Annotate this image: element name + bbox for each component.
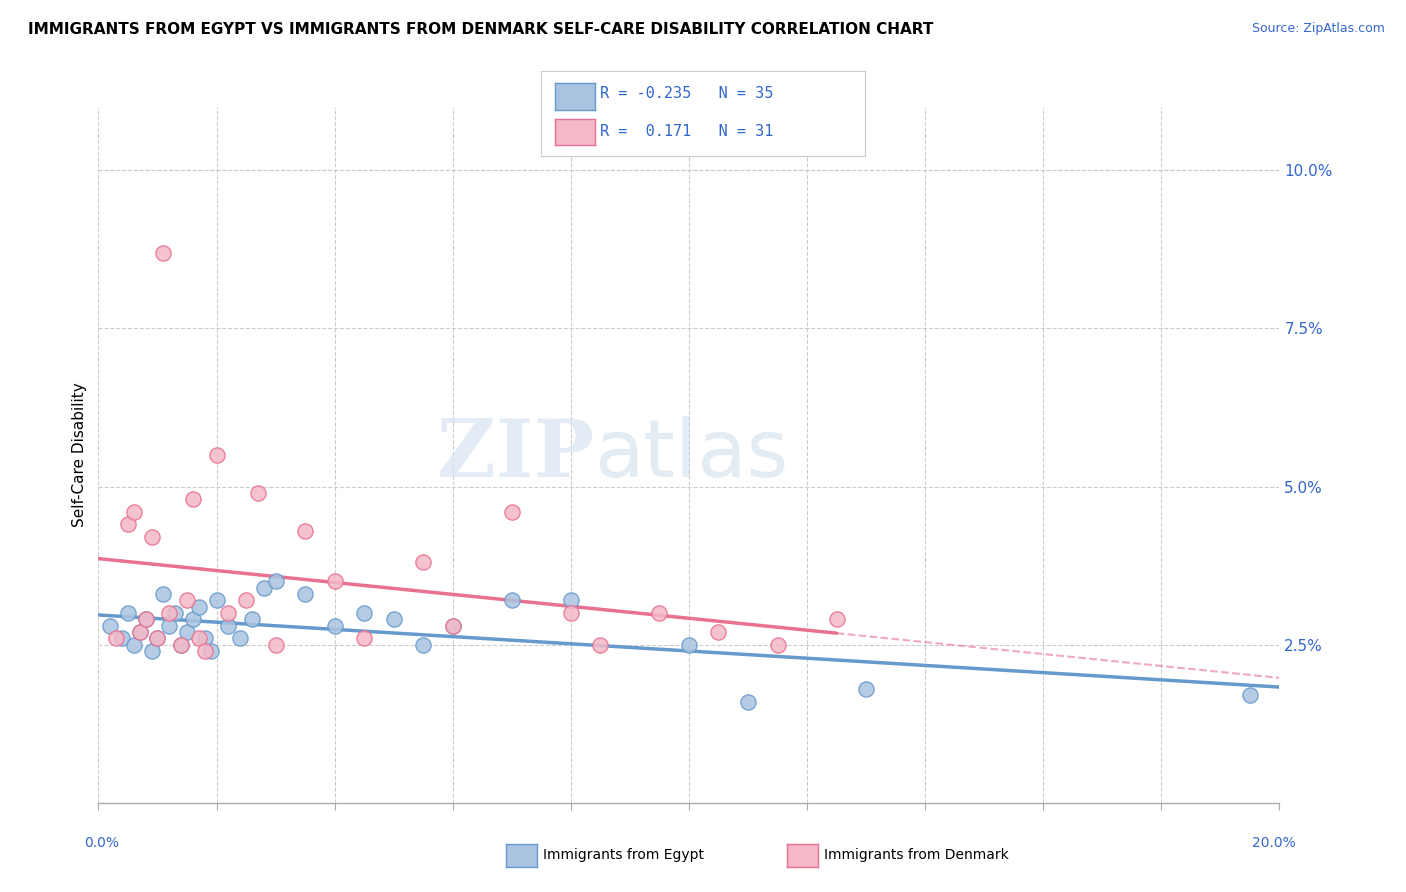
- Point: [501, 505, 523, 519]
- Point: [141, 530, 163, 544]
- Point: [229, 632, 252, 646]
- Point: [176, 625, 198, 640]
- Point: [135, 612, 157, 626]
- Point: [170, 638, 193, 652]
- Point: [323, 574, 346, 589]
- Point: [146, 632, 169, 646]
- Text: Source: ZipAtlas.com: Source: ZipAtlas.com: [1251, 22, 1385, 36]
- Point: [648, 606, 671, 620]
- Text: R = -0.235   N = 35: R = -0.235 N = 35: [600, 87, 773, 101]
- Point: [353, 606, 375, 620]
- Point: [855, 681, 877, 696]
- Point: [441, 618, 464, 632]
- Point: [766, 638, 789, 652]
- Point: [105, 632, 128, 646]
- Point: [323, 618, 346, 632]
- Point: [152, 245, 174, 260]
- Point: [165, 606, 187, 620]
- Point: [441, 618, 464, 632]
- Point: [98, 618, 121, 632]
- Point: [170, 638, 193, 652]
- Point: [128, 625, 150, 640]
- Point: [264, 638, 287, 652]
- Point: [264, 574, 287, 589]
- Point: [122, 505, 145, 519]
- Point: [135, 612, 157, 626]
- Text: Immigrants from Denmark: Immigrants from Denmark: [824, 848, 1008, 863]
- Point: [194, 632, 217, 646]
- Point: [205, 593, 228, 607]
- Text: IMMIGRANTS FROM EGYPT VS IMMIGRANTS FROM DENMARK SELF-CARE DISABILITY CORRELATIO: IMMIGRANTS FROM EGYPT VS IMMIGRANTS FROM…: [28, 22, 934, 37]
- Point: [217, 618, 239, 632]
- Point: [412, 556, 434, 570]
- Point: [122, 638, 145, 652]
- Point: [353, 632, 375, 646]
- Point: [157, 618, 180, 632]
- Point: [176, 593, 198, 607]
- Point: [294, 524, 316, 538]
- Point: [181, 612, 204, 626]
- Point: [187, 599, 209, 614]
- Point: [501, 593, 523, 607]
- Point: [111, 632, 134, 646]
- Point: [235, 593, 257, 607]
- Point: [560, 606, 582, 620]
- Text: 0.0%: 0.0%: [84, 836, 118, 850]
- Point: [200, 644, 222, 658]
- Point: [128, 625, 150, 640]
- Text: ZIP: ZIP: [437, 416, 595, 494]
- Point: [382, 612, 405, 626]
- Point: [253, 581, 276, 595]
- Point: [152, 587, 174, 601]
- Point: [825, 612, 848, 626]
- Point: [737, 695, 759, 709]
- Point: [205, 448, 228, 462]
- Point: [194, 644, 217, 658]
- Text: Immigrants from Egypt: Immigrants from Egypt: [543, 848, 704, 863]
- Point: [117, 517, 139, 532]
- Text: 20.0%: 20.0%: [1251, 836, 1296, 850]
- Point: [294, 587, 316, 601]
- Point: [589, 638, 612, 652]
- Point: [141, 644, 163, 658]
- Point: [240, 612, 263, 626]
- Y-axis label: Self-Care Disability: Self-Care Disability: [72, 383, 87, 527]
- Point: [678, 638, 700, 652]
- Point: [412, 638, 434, 652]
- Point: [246, 486, 269, 500]
- Point: [157, 606, 180, 620]
- Text: atlas: atlas: [595, 416, 789, 494]
- Point: [707, 625, 730, 640]
- Point: [146, 632, 169, 646]
- Point: [560, 593, 582, 607]
- Point: [117, 606, 139, 620]
- Point: [181, 492, 204, 507]
- Point: [217, 606, 239, 620]
- Text: R =  0.171   N = 31: R = 0.171 N = 31: [600, 124, 773, 138]
- Point: [187, 632, 209, 646]
- Point: [1239, 688, 1261, 702]
